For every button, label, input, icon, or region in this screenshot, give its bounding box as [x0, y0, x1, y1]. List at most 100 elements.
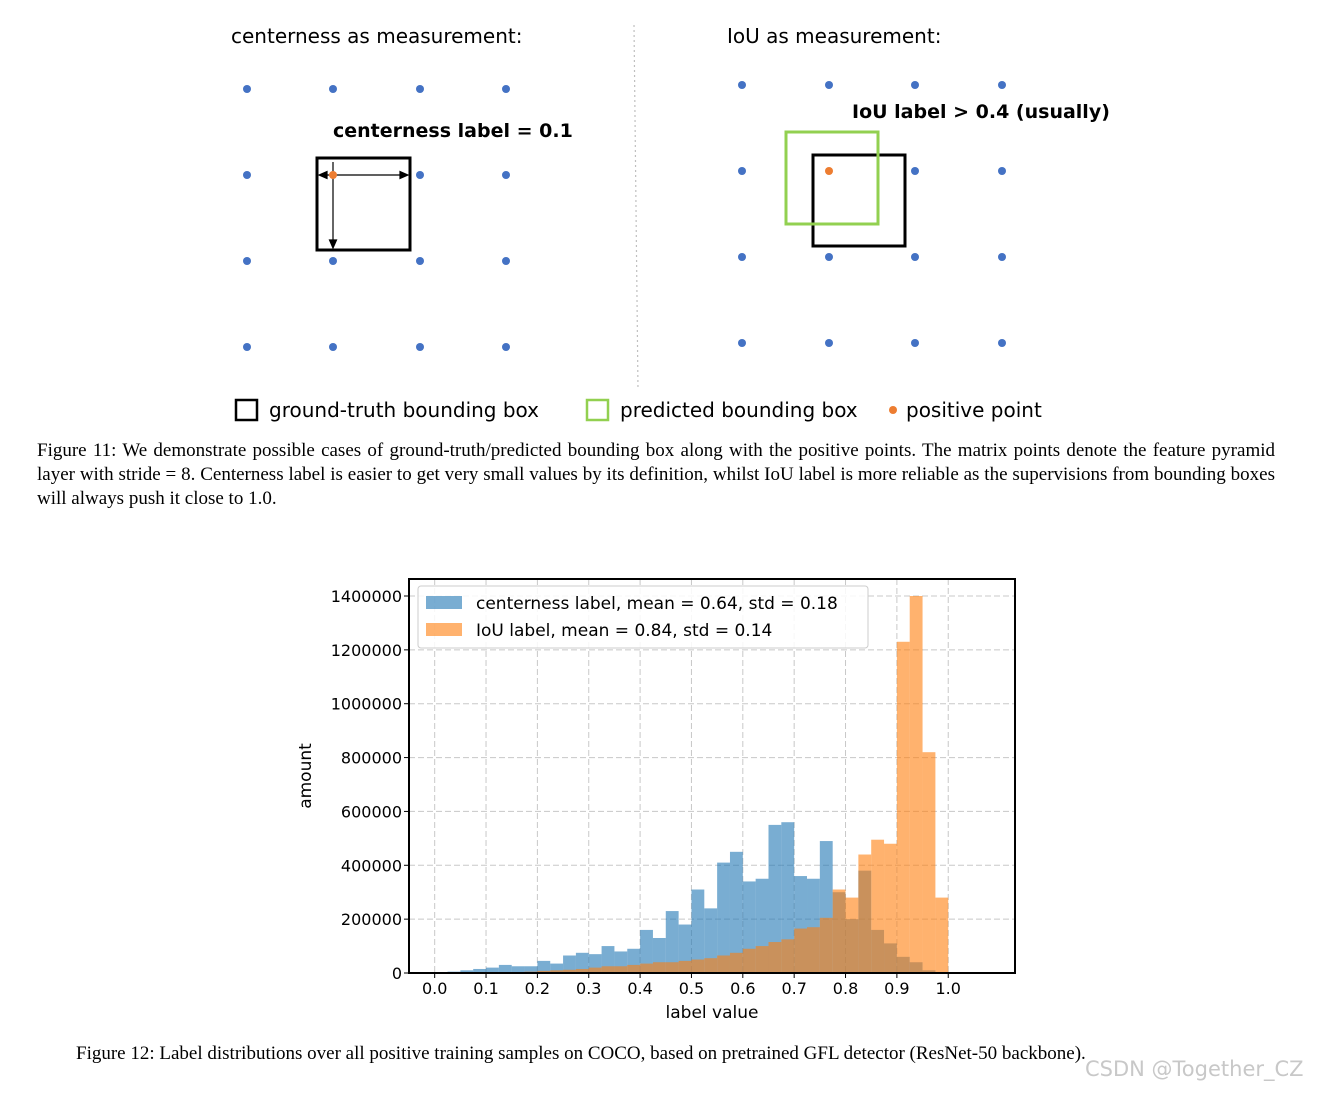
grid-point: [911, 167, 919, 175]
plot-frame: [408, 578, 1016, 974]
x-tick-label: 1.0: [936, 979, 961, 998]
histogram-bar: [871, 839, 885, 973]
x-tick-label: 0.2: [525, 979, 550, 998]
histogram-bar: [601, 966, 615, 973]
histogram-bar: [614, 966, 628, 973]
x-axis-label: label value: [666, 1003, 759, 1023]
histogram-bar: [498, 964, 512, 973]
figure-12-caption: Figure 12: Label distributions over all …: [76, 1043, 1086, 1064]
legend-positive-point-swatch: [889, 406, 897, 414]
grid-point: [911, 339, 919, 347]
grid-point: [416, 171, 424, 179]
histogram-bar: [794, 928, 808, 973]
positive-point-left: [329, 171, 337, 179]
grid-point: [502, 257, 510, 265]
y-tick-label: 800000: [341, 749, 402, 768]
grid-point: [911, 81, 919, 89]
histogram-bar: [768, 824, 782, 973]
histogram-bar: [511, 966, 525, 973]
histogram-bar: [524, 966, 538, 973]
histogram-bar: [575, 968, 589, 973]
figure-11-illustration: [234, 24, 1006, 422]
histogram-bar: [486, 967, 499, 973]
grid-point: [243, 171, 251, 179]
histogram-bar: [781, 822, 795, 973]
x-tick-label: 0.1: [473, 979, 498, 998]
histogram-bar: [640, 963, 653, 973]
chart-ticks: 0.0 0.1 0.2 0.3 0.4 0.5 0.6 0.7 0.8 0.9 1.0 0 200000…: [331, 587, 961, 998]
y-tick-label: 200000: [341, 910, 402, 929]
left-grid-points: [243, 85, 510, 351]
grid-point: [243, 257, 251, 265]
legend-predicted-label: predicted bounding box: [620, 398, 858, 422]
histogram-bar: [537, 970, 551, 973]
x-tick-label: 0.5: [679, 979, 704, 998]
grid-point: [998, 253, 1006, 261]
histogram-bar: [909, 596, 923, 973]
right-panel-title: IoU as measurement:: [727, 24, 942, 48]
x-tick-label: 0.6: [730, 979, 755, 998]
histogram-bar: [717, 862, 730, 973]
legend-ground-truth-label: ground-truth bounding box: [269, 398, 540, 422]
panel-divider: [633, 24, 639, 391]
label-distribution-chart: 0.0 0.1 0.2 0.3 0.4 0.5 0.6 0.7 0.8 0.9 1.0 0 200000…: [296, 578, 1016, 1023]
y-tick-label: 600000: [341, 802, 402, 821]
y-tick-label: 1400000: [331, 587, 402, 606]
histogram-bar: [781, 939, 795, 973]
histogram-bar: [935, 897, 949, 973]
series-iou-bars: [498, 596, 949, 973]
chart-legend: centerness label, mean = 0.64, std = 0.1…: [417, 585, 869, 649]
legend-ground-truth-swatch: [234, 398, 259, 422]
grid-point: [243, 85, 251, 93]
ground-truth-box-right: [811, 153, 907, 248]
y-axis-label: amount: [296, 743, 316, 809]
histogram-bar: [665, 962, 679, 973]
predicted-box-right: [784, 130, 880, 226]
grid-point: [998, 81, 1006, 89]
chart-bars: [434, 596, 949, 973]
histogram-bar: [652, 962, 666, 973]
histogram-bar: [691, 889, 705, 973]
histogram-bar: [627, 964, 641, 973]
x-tick-label: 0.8: [833, 979, 858, 998]
histogram-bar: [537, 960, 551, 973]
histogram-bar: [807, 927, 820, 973]
grid-point: [416, 257, 424, 265]
positive-point-right: [825, 167, 833, 175]
histogram-bar: [575, 952, 589, 973]
grid-point: [502, 343, 510, 351]
histogram-bar: [704, 958, 718, 973]
histogram-bar: [691, 959, 705, 973]
grid-point: [329, 257, 337, 265]
histogram-bar: [858, 854, 872, 973]
grid-point: [738, 253, 746, 261]
histogram-bar: [678, 960, 692, 973]
histogram-bar: [845, 897, 859, 973]
figure-11-caption: Figure 11: We demonstrate possible cases…: [37, 440, 1275, 509]
left-panel-title: centerness as measurement:: [231, 24, 523, 48]
grid-point: [738, 81, 746, 89]
legend-swatch-iou: [426, 623, 462, 636]
histogram-bar: [473, 968, 487, 973]
y-tick-label: 1000000: [331, 695, 402, 714]
histogram-bar: [550, 963, 564, 973]
histogram-bar: [755, 946, 769, 973]
grid-point: [329, 85, 337, 93]
grid-point: [738, 339, 746, 347]
right-grid-points: [738, 81, 1006, 347]
histogram-bar: [550, 970, 564, 973]
grid-point: [738, 167, 746, 175]
iou-annotation: IoU label > 0.4 (usually): [852, 101, 1110, 123]
histogram-bar: [832, 889, 846, 973]
x-tick-label: 0.3: [576, 979, 601, 998]
histogram-bar: [601, 946, 615, 973]
grid-point: [502, 85, 510, 93]
y-tick-label: 0: [392, 964, 402, 983]
grid-point: [998, 167, 1006, 175]
grid-point: [998, 339, 1006, 347]
histogram-bar: [742, 948, 756, 973]
histogram-bar: [717, 955, 730, 973]
histogram-bar: [922, 752, 936, 973]
histogram-bar: [563, 969, 576, 973]
y-tick-label: 400000: [341, 856, 402, 875]
